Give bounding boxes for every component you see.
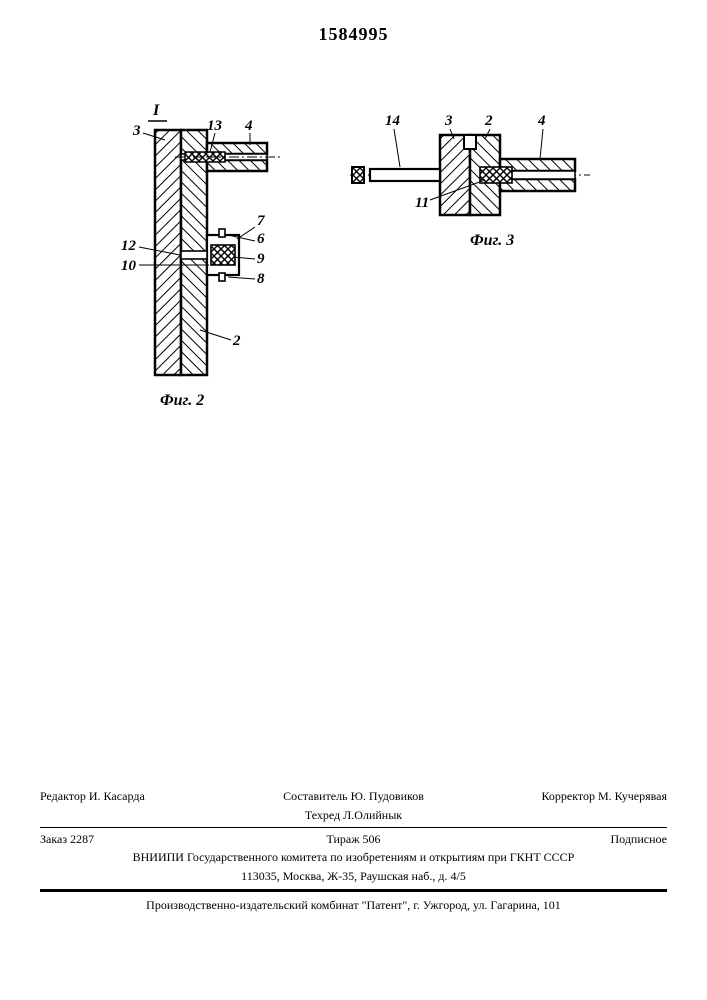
fig2-callout-8: 8 [257, 271, 265, 287]
compiler-label: Составитель [283, 789, 347, 803]
print-run-no: 506 [363, 832, 381, 846]
imprint-row-credits: Редактор И. Касарда Составитель Ю. Пудов… [40, 787, 667, 827]
figure-3: 14 3 2 4 11 Фиг. 3 [350, 113, 590, 249]
fig2-region-label: I [152, 102, 160, 119]
subscription-cell: Подписное [458, 830, 667, 849]
fig2-callout-2: 2 [232, 333, 241, 349]
editor-cell: Редактор И. Касарда [40, 787, 224, 824]
order-label: Заказ [40, 832, 67, 846]
fig3-caption: Фиг. 3 [470, 232, 514, 249]
figure-2: I [121, 102, 283, 409]
compiler-techred-cell: Составитель Ю. Пудовиков Техред Л.Олийны… [224, 787, 482, 824]
printer-line: Производственно-издательский комбинат "П… [146, 898, 561, 912]
fig2-callout-10: 10 [121, 258, 137, 274]
fig3-callout-3: 3 [444, 113, 453, 129]
print-run-label: Тираж [326, 832, 359, 846]
fig2-callout-13: 13 [207, 118, 223, 134]
address-line: 113035, Москва, Ж-35, Раушская наб., д. … [241, 869, 466, 883]
fig2-callout-3: 3 [132, 123, 141, 139]
fig2-callout-7: 7 [257, 213, 265, 229]
fig3-callout-14: 14 [385, 113, 401, 129]
order-cell: Заказ 2287 [40, 830, 249, 849]
order-no: 2287 [70, 832, 94, 846]
fig2-caption: Фиг. 2 [160, 392, 204, 409]
editor-name: И. Касарда [89, 789, 145, 803]
fig2-callout-6: 6 [257, 231, 265, 247]
techred-name: Л.Олийнык [343, 808, 402, 822]
imprint-block: Редактор И. Касарда Составитель Ю. Пудов… [40, 787, 667, 915]
corrector-label: Корректор [541, 789, 595, 803]
fig2-callout-12: 12 [121, 238, 137, 254]
fig3-callout-11: 11 [415, 195, 429, 211]
techred-label: Техред [305, 808, 340, 822]
committee-line: ВНИИПИ Государственного комитета по изоб… [133, 850, 575, 864]
fig2-callout-9: 9 [257, 251, 265, 267]
print-run-cell: Тираж 506 [249, 830, 458, 849]
page-root: 1584995 I [0, 0, 707, 1000]
fig3-callout-2: 2 [484, 113, 493, 129]
subscription-label: Подписное [611, 832, 668, 846]
imprint-printer: Производственно-издательский комбинат "П… [40, 896, 667, 915]
fig3-callout-4: 4 [537, 113, 546, 129]
fig2-callout-4: 4 [244, 118, 253, 134]
corrector-name: М. Кучерявая [598, 789, 667, 803]
imprint-committee: ВНИИПИ Государственного комитета по изоб… [40, 848, 667, 892]
imprint-row-order: Заказ 2287 Тираж 506 Подписное [40, 830, 667, 849]
figures-svg: I [0, 80, 707, 480]
compiler-name: Ю. Пудовиков [351, 789, 424, 803]
corrector-cell: Корректор М. Кучерявая [483, 787, 667, 824]
patent-number: 1584995 [0, 24, 707, 45]
editor-label: Редактор [40, 789, 86, 803]
figures-area: I [0, 80, 707, 480]
